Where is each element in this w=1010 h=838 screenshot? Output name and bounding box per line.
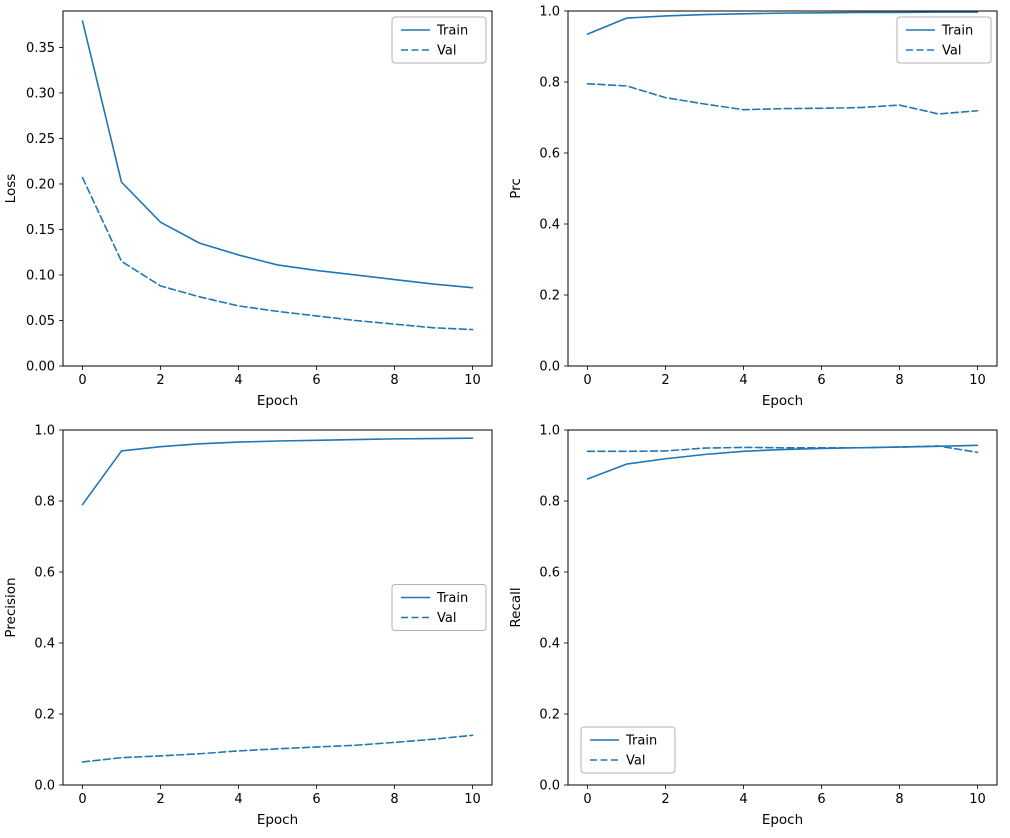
x-tick-label: 0: [78, 373, 86, 388]
y-tick-label: 0.8: [539, 495, 560, 510]
legend-val-label: Val: [626, 754, 645, 769]
x-tick-label: 4: [739, 373, 747, 388]
plot-border: [62, 429, 493, 786]
legend: Train Val: [896, 16, 992, 64]
x-tick-label: 8: [390, 792, 398, 807]
legend-val-label: Val: [437, 44, 456, 59]
y-tick-label: 0.6: [539, 566, 560, 581]
x-tick-label: 10: [969, 373, 986, 388]
legend-train-label: Train: [941, 24, 973, 39]
x-tick-label: 2: [156, 792, 164, 807]
legend-val-label: Val: [437, 611, 456, 626]
x-axis-label: Epoch: [257, 812, 298, 828]
legend-box: [580, 726, 676, 774]
val-line: [81, 734, 474, 763]
y-tick-label: 0.6: [539, 147, 560, 162]
train-line: [81, 20, 474, 289]
legend-train-label: Train: [436, 24, 468, 39]
x-tick-label: 2: [661, 792, 669, 807]
train-line: [81, 437, 474, 506]
legend-box: [391, 584, 487, 631]
x-tick-label: 2: [156, 373, 164, 388]
y-tick-label: 0.25: [26, 132, 55, 147]
val-line: [81, 176, 474, 331]
chart-precision-svg: 0 2 4 6 8 10 0.0 0.2 0.4 0.6 0.8 1.0 Epoch Precision T…: [3, 424, 493, 828]
val-line: [586, 82, 979, 115]
chart-precision: 0 2 4 6 8 10 0.0 0.2 0.4 0.6 0.8 1.0 Epoch Precision T…: [0, 419, 505, 838]
y-tick-label: 0.2: [539, 708, 560, 723]
x-tick-label: 10: [464, 792, 481, 807]
x-tick-label: 8: [895, 373, 903, 388]
y-tick-label: 0.2: [539, 289, 560, 304]
chart-loss: 0 2 4 6 8 10 0.00 0.05 0.10 0.15 0.20 0.25 0.30 0.35 E…: [0, 0, 505, 419]
x-tick-label: 8: [895, 792, 903, 807]
plot-border: [567, 429, 998, 786]
y-tick-label: 0.00: [26, 360, 55, 375]
y-tick-label: 1.0: [34, 424, 55, 439]
x-tick-label: 0: [583, 373, 591, 388]
x-tick-label: 4: [234, 373, 242, 388]
x-tick-label: 10: [969, 792, 986, 807]
y-axis-label: Precision: [3, 577, 19, 637]
y-tick-label: 0.8: [34, 495, 55, 510]
y-tick-label: 0.10: [26, 268, 55, 283]
chart-prc: 0 2 4 6 8 10 0.0 0.2 0.4 0.6 0.8 1.0 Epoch Prc Train Va…: [505, 0, 1010, 419]
x-tick-label: 0: [583, 792, 591, 807]
legend-train-label: Train: [436, 591, 468, 606]
x-axis-label: Epoch: [762, 393, 803, 409]
y-tick-label: 1.0: [539, 5, 560, 20]
y-tick-label: 1.0: [539, 424, 560, 439]
x-tick-label: 4: [739, 792, 747, 807]
legend: Train Val: [580, 726, 676, 774]
x-tick-label: 6: [817, 373, 825, 388]
y-tick-label: 0.15: [26, 223, 55, 238]
chart-recall: 0 2 4 6 8 10 0.0 0.2 0.4 0.6 0.8 1.0 Epoch Recall Trai…: [505, 419, 1010, 838]
train-line: [586, 11, 979, 35]
x-axis-label: Epoch: [762, 812, 803, 828]
legend-box: [896, 16, 992, 64]
chart-prc-svg: 0 2 4 6 8 10 0.0 0.2 0.4 0.6 0.8 1.0 Epoch Prc Train Va…: [508, 5, 998, 409]
chart-recall-svg: 0 2 4 6 8 10 0.0 0.2 0.4 0.6 0.8 1.0 Epoch Recall Trai…: [508, 424, 998, 828]
y-tick-label: 0.35: [26, 41, 55, 56]
plot-border: [567, 10, 998, 367]
legend-train-label: Train: [625, 734, 657, 749]
y-tick-label: 0.8: [539, 76, 560, 91]
y-tick-label: 0.0: [34, 779, 55, 794]
x-tick-label: 6: [817, 792, 825, 807]
y-tick-label: 0.0: [539, 360, 560, 375]
y-axis-label: Loss: [3, 174, 19, 204]
x-tick-label: 4: [234, 792, 242, 807]
y-tick-label: 0.4: [539, 637, 560, 652]
legend-box: [391, 16, 487, 64]
y-tick-label: 0.2: [34, 708, 55, 723]
y-tick-label: 0.6: [34, 566, 55, 581]
x-tick-label: 2: [661, 373, 669, 388]
legend: Train Val: [391, 584, 487, 631]
y-tick-label: 0.4: [34, 637, 55, 652]
plot-border: [62, 10, 493, 367]
x-tick-label: 6: [312, 373, 320, 388]
x-axis-label: Epoch: [257, 393, 298, 409]
y-tick-label: 0.0: [539, 779, 560, 794]
x-tick-label: 8: [390, 373, 398, 388]
val-line: [586, 445, 979, 454]
legend: Train Val: [391, 16, 487, 64]
legend-val-label: Val: [942, 44, 961, 59]
x-tick-label: 10: [464, 373, 481, 388]
x-tick-label: 6: [312, 792, 320, 807]
y-tick-label: 0.20: [26, 177, 55, 192]
y-tick-label: 0.4: [539, 218, 560, 233]
x-tick-label: 0: [78, 792, 86, 807]
chart-loss-svg: 0 2 4 6 8 10 0.00 0.05 0.10 0.15 0.20 0.25 0.30 0.35 E…: [3, 10, 493, 409]
y-axis-label: Prc: [508, 178, 524, 199]
y-tick-label: 0.30: [26, 86, 55, 101]
y-tick-label: 0.05: [26, 314, 55, 329]
y-axis-label: Recall: [508, 587, 524, 627]
